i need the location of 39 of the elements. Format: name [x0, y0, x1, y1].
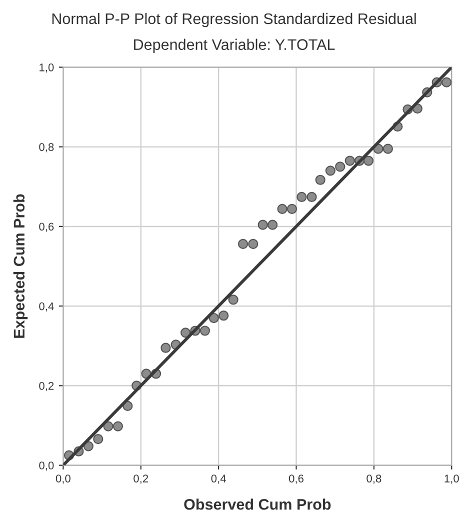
x-axis-title: Observed Cum Prob [184, 498, 331, 510]
point [228, 294, 238, 305]
y-tick-label: 0,4 [39, 302, 54, 312]
chart-subtitle: Dependent Variable: Y.TOTAL [134, 38, 335, 54]
point [112, 421, 124, 432]
point [200, 326, 210, 336]
point [296, 192, 307, 202]
point [442, 77, 452, 88]
y-tick-label: 1,0 [40, 63, 54, 73]
x-tick-label: 0,0 [56, 474, 70, 484]
point [315, 174, 326, 185]
chart-title: Normal P-P Plot of Regression Standardized Residual [52, 12, 416, 28]
point [335, 162, 346, 172]
point [208, 312, 219, 324]
x-tick-label: 0,2 [134, 474, 148, 484]
point [180, 328, 191, 338]
y-tick-label: 0,2 [39, 382, 54, 392]
point [258, 220, 268, 230]
x-tick-label: 0,4 [211, 474, 226, 484]
point [344, 156, 355, 166]
point [277, 204, 288, 214]
x-tick-label: 1,0 [444, 474, 459, 484]
point [286, 204, 298, 214]
x-tick-label: 0,6 [288, 474, 304, 484]
y-tick-label: 0,6 [39, 222, 54, 232]
point [306, 192, 317, 202]
y-axis-title: Expected Cum Prob [13, 194, 28, 338]
x-tick-label: 0,8 [366, 474, 382, 484]
point [248, 238, 258, 250]
y-tick-label: 0,8 [39, 143, 54, 152]
y-tick-label: 0,0 [39, 462, 54, 471]
point [93, 434, 104, 444]
point [238, 238, 248, 250]
point [160, 342, 171, 353]
point [382, 144, 393, 154]
point [267, 220, 278, 230]
point [325, 166, 336, 176]
point [218, 310, 229, 321]
point [363, 156, 374, 166]
